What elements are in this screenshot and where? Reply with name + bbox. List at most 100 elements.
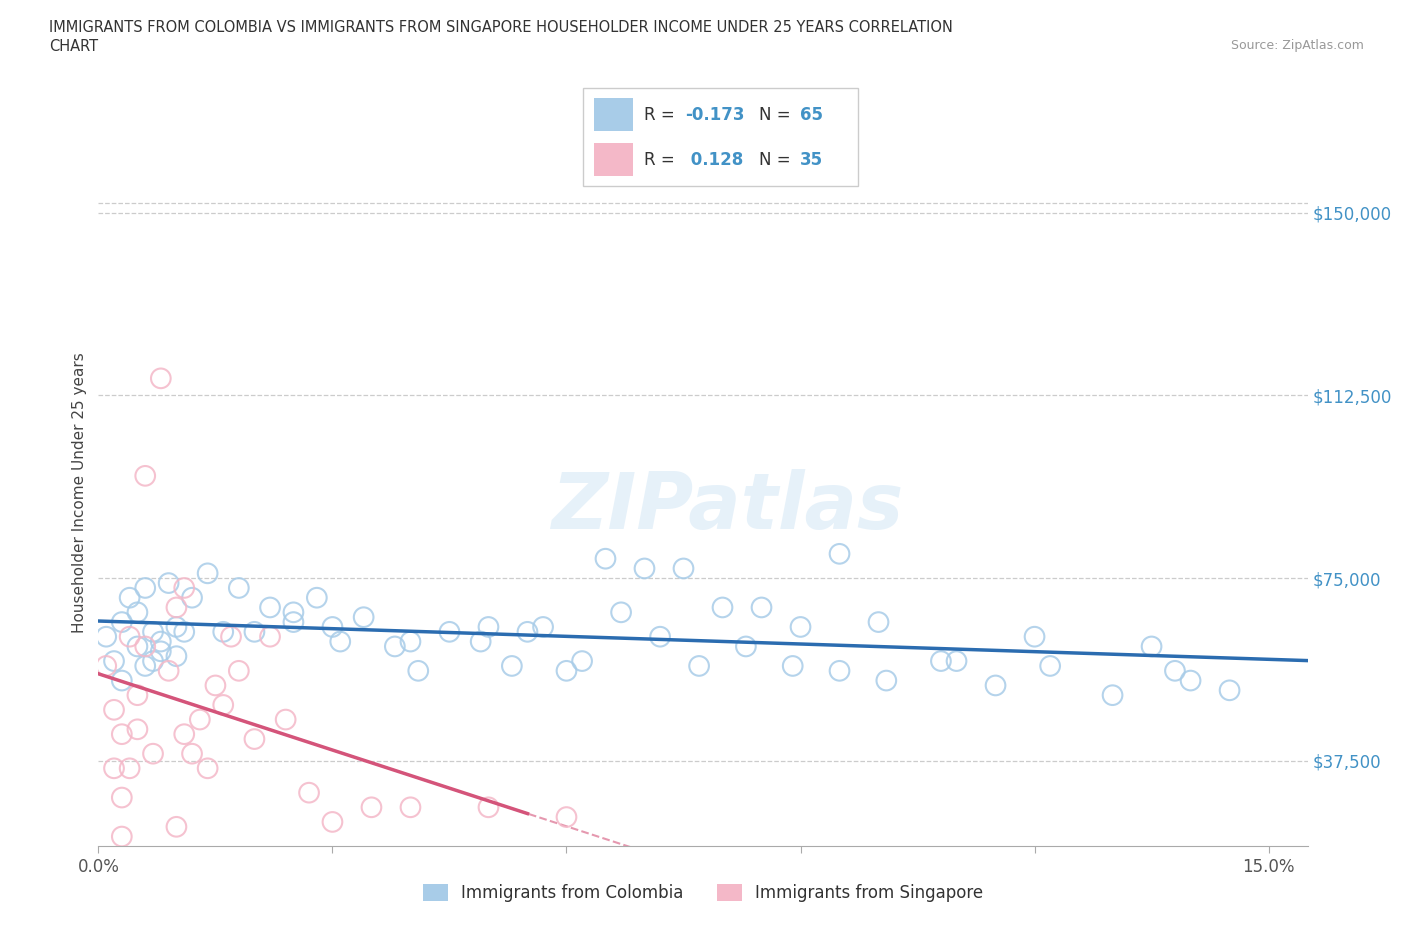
Point	[516, 624, 538, 639]
Point	[228, 663, 250, 678]
Point	[243, 624, 266, 639]
Point	[329, 634, 352, 649]
Point	[134, 658, 156, 673]
Point	[173, 726, 195, 741]
Point	[828, 547, 851, 562]
Point	[399, 634, 422, 649]
Point	[477, 800, 499, 815]
Point	[149, 371, 172, 386]
Point	[188, 712, 211, 727]
Text: 0.128: 0.128	[685, 151, 744, 168]
Point	[274, 712, 297, 727]
Point	[1164, 663, 1187, 678]
Text: N =: N =	[759, 151, 796, 168]
Point	[127, 688, 149, 703]
Point	[283, 604, 305, 619]
Point	[96, 630, 118, 644]
Point	[118, 591, 141, 605]
Point	[751, 600, 773, 615]
Point	[134, 639, 156, 654]
Point	[157, 663, 180, 678]
Point	[134, 469, 156, 484]
Point	[360, 800, 382, 815]
Text: -0.173: -0.173	[685, 106, 744, 124]
Point	[595, 551, 617, 566]
Point	[298, 785, 321, 800]
Point	[305, 591, 328, 605]
Point	[571, 654, 593, 669]
Point	[470, 634, 492, 649]
Point	[243, 732, 266, 747]
Text: R =: R =	[644, 106, 681, 124]
Point	[127, 722, 149, 737]
Point	[1219, 683, 1241, 698]
Point	[142, 746, 165, 761]
Text: IMMIGRANTS FROM COLOMBIA VS IMMIGRANTS FROM SINGAPORE HOUSEHOLDER INCOME UNDER 2: IMMIGRANTS FROM COLOMBIA VS IMMIGRANTS F…	[49, 20, 953, 35]
Point	[142, 624, 165, 639]
Point	[142, 654, 165, 669]
Point	[984, 678, 1007, 693]
Point	[197, 761, 219, 776]
Point	[173, 624, 195, 639]
Point	[711, 600, 734, 615]
Text: R =: R =	[644, 151, 681, 168]
Point	[555, 810, 578, 825]
Point	[197, 565, 219, 580]
Point	[149, 634, 172, 649]
Point	[181, 591, 204, 605]
Point	[782, 658, 804, 673]
Legend: Immigrants from Colombia, Immigrants from Singapore: Immigrants from Colombia, Immigrants fro…	[416, 877, 990, 909]
Point	[406, 663, 429, 678]
Point	[103, 761, 125, 776]
Point	[610, 604, 633, 619]
Point	[555, 663, 578, 678]
Point	[259, 630, 281, 644]
Point	[672, 561, 695, 576]
Text: ZIPatlas: ZIPatlas	[551, 469, 903, 545]
Point	[165, 819, 187, 834]
Point	[165, 619, 187, 634]
Point	[688, 658, 710, 673]
Point	[384, 639, 406, 654]
Point	[259, 600, 281, 615]
Point	[1101, 688, 1123, 703]
Point	[501, 658, 523, 673]
Point	[633, 561, 655, 576]
Point	[111, 830, 134, 844]
Point	[477, 619, 499, 634]
Point	[1024, 630, 1046, 644]
Point	[789, 619, 811, 634]
Bar	[595, 99, 633, 131]
Point	[735, 639, 758, 654]
Text: 35: 35	[800, 151, 823, 168]
Point	[173, 580, 195, 595]
Point	[96, 658, 118, 673]
Text: Source: ZipAtlas.com: Source: ZipAtlas.com	[1230, 39, 1364, 52]
Y-axis label: Householder Income Under 25 years: Householder Income Under 25 years	[72, 352, 87, 633]
Point	[283, 615, 305, 630]
Text: 65: 65	[800, 106, 823, 124]
Point	[321, 619, 343, 634]
Point	[118, 630, 141, 644]
Point	[149, 644, 172, 658]
Point	[212, 698, 235, 712]
Point	[1180, 673, 1202, 688]
Point	[828, 663, 851, 678]
Point	[212, 624, 235, 639]
Point	[1039, 658, 1062, 673]
Point	[127, 604, 149, 619]
Text: CHART: CHART	[49, 39, 98, 54]
Point	[531, 619, 554, 634]
Point	[353, 610, 375, 625]
FancyBboxPatch shape	[583, 88, 858, 186]
Point	[439, 624, 461, 639]
Point	[399, 800, 422, 815]
Point	[868, 615, 890, 630]
Point	[127, 639, 149, 654]
Point	[321, 815, 343, 830]
Bar	[595, 143, 633, 177]
Point	[134, 580, 156, 595]
Point	[157, 576, 180, 591]
Point	[1140, 639, 1163, 654]
Point	[103, 702, 125, 717]
